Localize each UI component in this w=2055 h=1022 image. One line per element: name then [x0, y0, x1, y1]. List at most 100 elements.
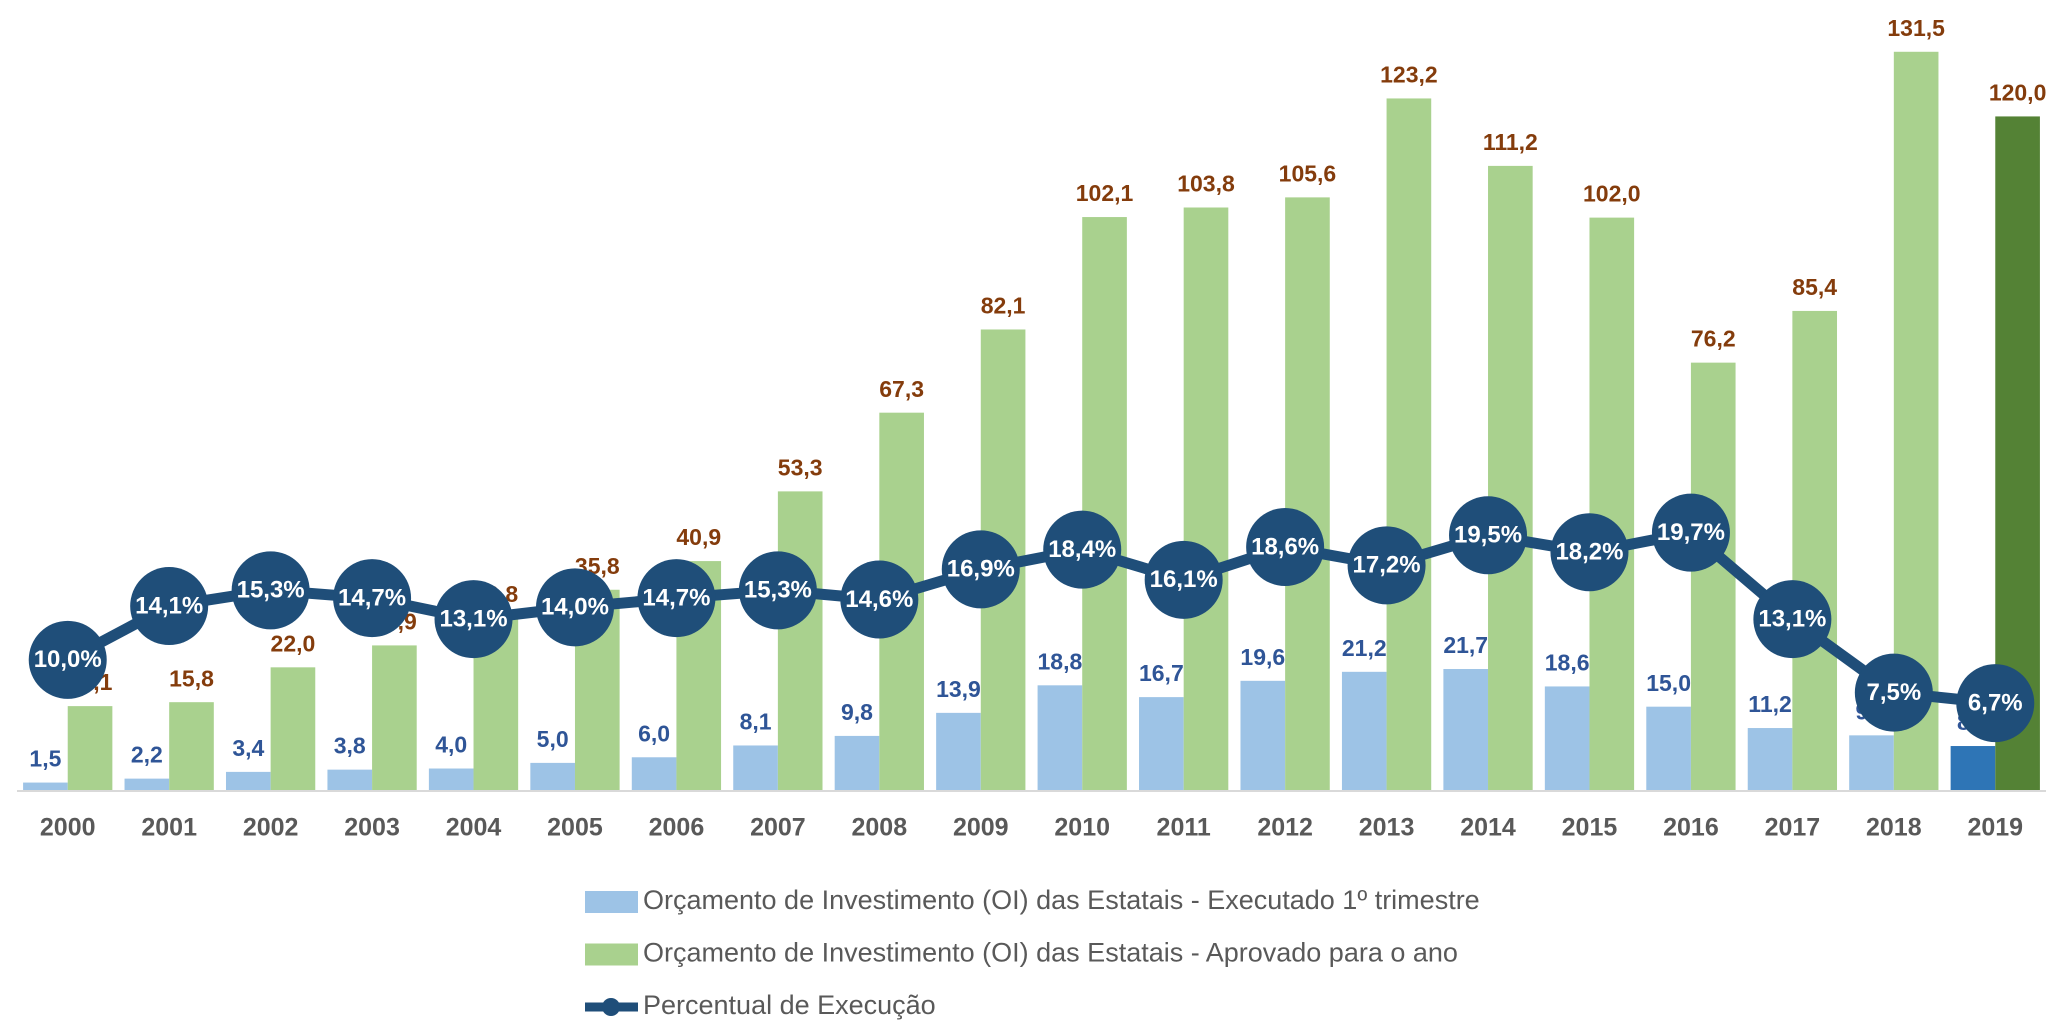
bar: [169, 702, 214, 791]
data-label: 16,9%: [947, 556, 1015, 583]
data-label: 11,2: [1748, 691, 1792, 717]
bar: [1646, 706, 1691, 791]
data-label: 8,1: [740, 709, 772, 735]
x-tick-label: 2001: [141, 814, 197, 842]
line-marker: [1246, 508, 1325, 587]
line-marker: [1449, 496, 1528, 575]
data-label: 19,5%: [1454, 522, 1522, 549]
data-label: 120,0: [1989, 80, 2047, 106]
data-label: 21,7: [1443, 632, 1488, 658]
x-tick-label: 2013: [1359, 814, 1415, 842]
legend-swatch: [602, 998, 620, 1016]
x-tick-label: 2002: [243, 814, 299, 842]
data-label: 76,2: [1691, 326, 1736, 352]
data-label: 15,3%: [237, 577, 305, 604]
data-label: 18,4%: [1048, 536, 1116, 563]
x-tick-label: 2006: [649, 814, 705, 842]
x-tick-label: 2010: [1054, 814, 1110, 842]
bar: [1950, 746, 1996, 791]
bar: [1544, 686, 1590, 791]
data-label: 40,9: [676, 524, 721, 550]
data-label: 4,0: [435, 732, 467, 758]
line-marker: [434, 580, 513, 659]
data-label: 85,4: [1792, 274, 1837, 300]
data-label: 18,2%: [1555, 539, 1623, 566]
line-marker: [28, 620, 107, 699]
data-label: 123,2: [1380, 62, 1438, 88]
x-tick-label: 2007: [750, 814, 806, 842]
bar: [936, 712, 981, 791]
bar: [372, 645, 417, 791]
line-marker: [1854, 653, 1933, 732]
data-label: 3,8: [334, 733, 366, 759]
data-label: 13,1%: [1758, 606, 1826, 633]
data-label: 6,7%: [1968, 689, 2023, 716]
data-label: 111,2: [1483, 129, 1538, 155]
x-tick-label: 2014: [1460, 814, 1516, 842]
x-tick-label: 2005: [547, 814, 603, 842]
data-label: 105,6: [1279, 160, 1337, 186]
bar: [733, 745, 778, 791]
line-marker: [1651, 493, 1730, 572]
line-marker: [637, 559, 716, 638]
bar: [631, 757, 677, 791]
bar: [1443, 669, 1489, 791]
data-label: 19,7%: [1657, 519, 1725, 546]
bar: [1386, 98, 1432, 791]
data-label: 15,3%: [744, 577, 812, 604]
x-tick-label: 2009: [953, 814, 1009, 842]
data-label: 82,1: [981, 293, 1026, 319]
legend-swatch: [585, 891, 638, 913]
data-label: 3,4: [232, 735, 264, 761]
data-label: 14,6%: [845, 586, 913, 613]
bar: [1082, 217, 1127, 792]
data-label: 19,6: [1240, 644, 1285, 670]
x-tick-label: 2004: [446, 814, 502, 842]
legend-label: Orçamento de Investimento (OI) das Estat…: [643, 885, 1480, 915]
data-label: 13,1%: [439, 606, 507, 633]
data-label: 18,6: [1545, 650, 1590, 676]
line-marker: [840, 560, 919, 639]
bar: [1849, 735, 1894, 791]
data-label: 17,2%: [1353, 552, 1421, 579]
line-marker: [1753, 580, 1832, 659]
data-label: 14,0%: [541, 594, 609, 621]
x-tick-label: 2008: [852, 814, 908, 842]
data-label: 14,1%: [135, 592, 203, 619]
data-label: 131,5: [1887, 15, 1945, 41]
line-marker: [333, 559, 412, 638]
data-label: 18,6%: [1251, 533, 1319, 560]
data-label: 16,1%: [1150, 566, 1218, 593]
data-label: 16,7: [1139, 660, 1184, 686]
line-marker: [1956, 664, 2035, 743]
data-label: 5,0: [537, 726, 569, 752]
data-label: 53,3: [778, 454, 823, 480]
bar: [1792, 310, 1838, 791]
x-tick-label: 2011: [1157, 814, 1211, 842]
bar: [270, 667, 316, 791]
bar: [225, 771, 271, 791]
line-marker: [1144, 540, 1223, 619]
legend-label: Orçamento de Investimento (OI) das Estat…: [643, 938, 1458, 968]
line-marker: [130, 567, 209, 646]
x-tick-label: 2016: [1663, 814, 1719, 842]
line-marker: [535, 568, 614, 647]
bar: [530, 762, 575, 791]
bar: [327, 769, 373, 791]
data-label: 18,8: [1038, 648, 1083, 674]
bar: [1285, 197, 1330, 791]
bar: [834, 735, 880, 791]
bar: [124, 778, 170, 791]
data-label: 10,0%: [34, 646, 102, 673]
bar: [1589, 217, 1635, 792]
x-tick-label: 2019: [1967, 814, 2023, 842]
data-label: 15,8: [169, 665, 214, 691]
x-tick-label: 2017: [1765, 814, 1821, 842]
x-tick-label: 2003: [344, 814, 400, 842]
data-label: 103,8: [1177, 171, 1235, 197]
data-label: 13,9: [936, 676, 981, 702]
bar: [1183, 207, 1229, 791]
data-label: 21,2: [1342, 635, 1387, 661]
line-marker: [1550, 513, 1629, 592]
x-tick-label: 2018: [1866, 814, 1922, 842]
